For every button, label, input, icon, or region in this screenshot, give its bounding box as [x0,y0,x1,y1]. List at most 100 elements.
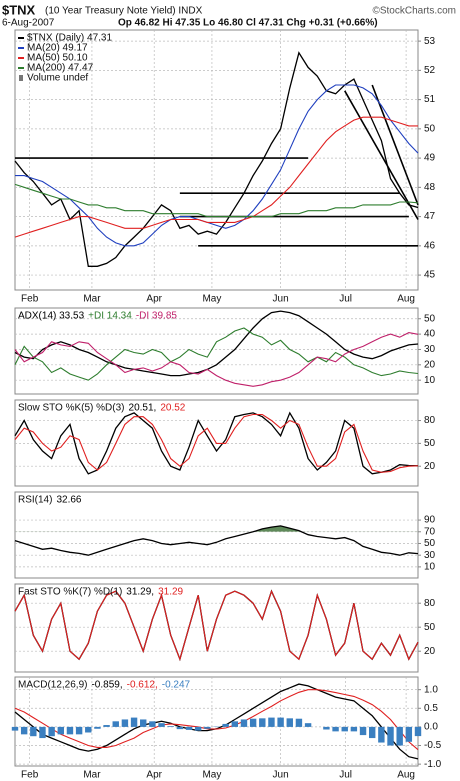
histogram-bar [158,723,165,727]
legend-label: -0.247 [162,680,191,691]
x-tick-label: Jul [339,294,352,305]
panel-title: Fast STO %K(7) %D(1) [18,587,122,598]
legend-label: MA(20) 49.17 [27,43,88,54]
x-tick-label: Jun [273,294,289,305]
histogram-bar [249,718,257,727]
histogram-bar [231,721,239,727]
y-tick-label: 1.0 [424,684,438,695]
y-tick-label: 50 [424,538,436,549]
symbol: $TNX [2,2,36,17]
x-tick-label: Aug [397,770,415,781]
histogram-bar [194,726,202,731]
histogram-bar [405,726,413,742]
histogram-bar [20,726,28,735]
histogram-bar [332,726,339,732]
y-tick-label: 47 [424,211,436,222]
y-tick-label: -0.5 [424,740,442,751]
series-line [14,332,419,387]
histogram-bar [387,726,394,746]
y-tick-label: 51 [424,94,436,105]
x-tick-label: Mar [83,294,101,305]
y-tick-label: 50 [424,123,436,134]
x-tick-label: Feb [21,294,39,305]
trend-line [371,84,419,206]
y-tick-label: 49 [424,153,436,164]
y-tick-label: 20 [424,359,436,370]
legend-label: 31.29, [126,587,154,598]
legend-label: 31.29 [158,587,183,598]
x-tick-label: Jul [339,770,352,781]
histogram-bar [167,726,174,727]
y-tick-label: 50 [424,313,436,324]
x-tick-label: Mar [83,770,101,781]
histogram-bar [140,719,147,727]
panel-frame [14,491,419,579]
legend-label: $TNX (Daily) 47.31 [27,33,112,44]
histogram-bar [66,726,74,735]
y-tick-label: 80 [424,415,436,426]
legend-label: 20.51, [129,403,157,414]
histogram-bar [57,726,65,735]
histogram-bar [121,719,129,727]
histogram-bar [341,726,348,732]
y-tick-label: 20 [424,646,436,657]
legend-label: 32.66 [56,495,81,506]
series-line [14,327,419,381]
histogram-bar [414,726,422,737]
histogram-bar [240,719,248,727]
trend-line [344,90,419,220]
histogram-bar [268,717,275,727]
y-tick-label: 90 [424,515,436,526]
legend-label: MA(50) 50.10 [27,53,88,64]
y-tick-label: 53 [424,36,436,47]
y-tick-label: 70 [424,526,436,537]
panel-title: RSI(14) [18,495,52,506]
y-tick-label: 50 [424,622,436,633]
histogram-bar [185,726,193,730]
y-tick-label: 30 [424,550,436,561]
histogram-bar [350,726,358,732]
histogram-bar [368,726,376,739]
legend-label: -0.612, [127,680,158,691]
y-tick-label: -1.0 [424,759,442,770]
histogram-bar [295,718,303,727]
histogram-bar [75,726,83,735]
series-line [14,310,419,377]
legend-label: Volume undef [27,73,88,84]
histogram-bar [94,726,101,729]
y-tick-label: 50 [424,438,436,449]
y-tick-label: 52 [424,65,436,76]
x-tick-label: Apr [146,770,162,781]
legend-label: MA(200) 47.47 [27,63,94,74]
y-tick-label: 45 [424,270,436,281]
histogram-bar [39,726,46,739]
legend-label: -DI 39.85 [136,311,178,322]
series-line [14,689,419,751]
histogram-bar [85,726,92,733]
series-line [14,183,419,218]
histogram-bar [48,726,55,737]
panel-frame [14,583,419,673]
x-tick-label: May [202,770,221,781]
series-line [15,84,419,247]
histogram-bar [112,721,119,727]
y-tick-label: 0.0 [424,722,438,733]
series-line [14,411,419,475]
histogram-bar [396,726,403,746]
histogram-bar [176,726,184,730]
panel-title: Slow STO %K(5) %D(3) [18,403,125,414]
legend-label: -0.859, [91,680,122,691]
histogram-bar [103,725,110,727]
y-tick-label: 48 [424,182,436,193]
histogram-bar [130,717,138,727]
y-tick-label: 0.5 [424,703,438,714]
symbol-name: (10 Year Treasury Note Yield) INDX [45,6,203,17]
series-line [14,116,418,238]
x-tick-label: Feb [21,770,39,781]
x-tick-label: May [202,294,221,305]
series-line [14,589,419,661]
y-tick-label: 40 [424,329,436,340]
y-tick-label: 20 [424,461,436,472]
